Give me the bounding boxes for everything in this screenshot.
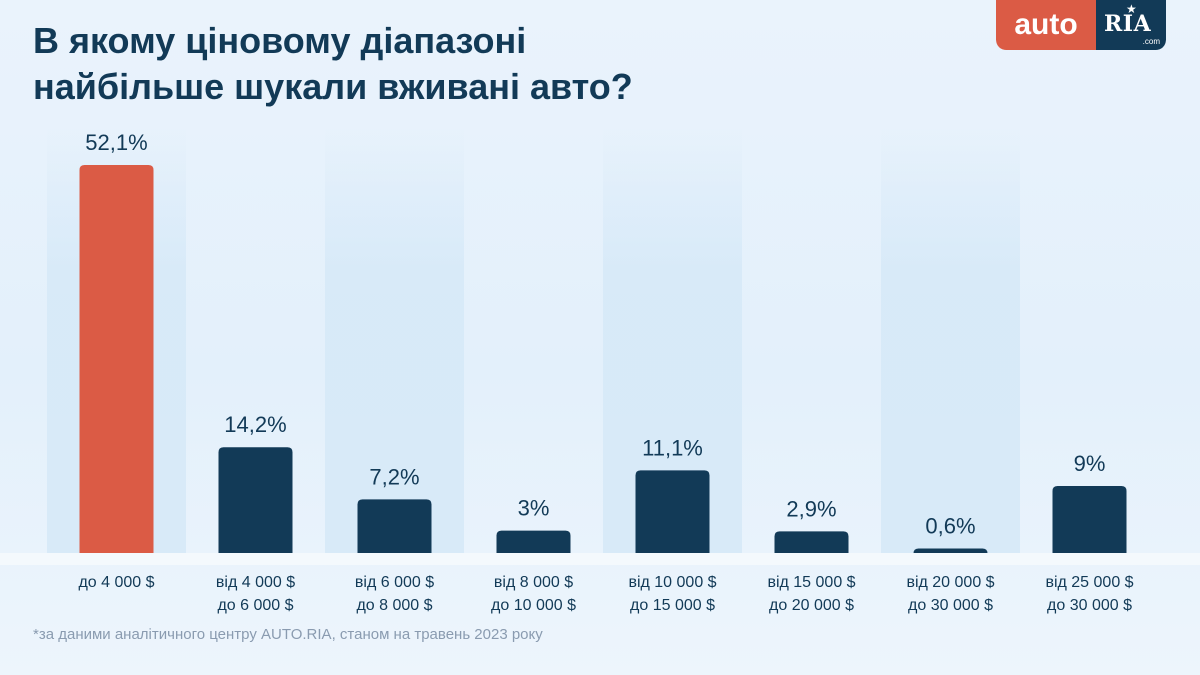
category-label-4-line-1: від 8 000 $ [494,574,573,591]
bar-5 [635,470,710,553]
category-label-6-line-1: від 15 000 $ [767,574,855,591]
category-label-8-line-2: до 30 000 $ [1047,597,1132,614]
category-label-3-line-1: від 6 000 $ [355,574,434,591]
logo-star-icon: ★ [1126,2,1137,16]
value-label-5: 11,1% [642,435,703,460]
bar-2 [218,447,293,553]
autoria-logo[interactable]: auto ★ RIA .com [996,0,1166,50]
category-label-3-line-2: до 8 000 $ [356,597,432,614]
category-label-6-line-2: до 20 000 $ [769,597,854,614]
title-line-1: В якому ціновому діапазоні [33,20,527,61]
title-line-2: найбільше шукали вживані авто? [33,66,633,107]
category-label-5-line-2: до 15 000 $ [630,597,715,614]
category-label-2-line-1: від 4 000 $ [216,574,295,591]
bar-3 [357,499,432,553]
logo-ria-part: ★ RIA .com [1096,0,1166,50]
source-footnote: *за даними аналітичного центру AUTO.RIA,… [33,626,543,643]
bar-4 [496,530,571,553]
logo-auto-part: auto [996,0,1096,50]
category-label-7-line-1: від 20 000 $ [906,574,994,591]
category-label-4-line-2: до 10 000 $ [491,597,576,614]
value-label-1: 52,1% [85,130,147,155]
bar-7 [913,548,988,554]
column-band-7 [881,128,1020,553]
value-label-2: 14,2% [224,412,286,437]
value-label-4: 3% [518,496,550,521]
category-label-2-line-2: до 6 000 $ [217,597,293,614]
bar-8 [1052,485,1127,553]
logo-com-text: .com [1142,37,1160,46]
logo-ria-text: RIA [1104,11,1152,37]
category-label-1-line-1: до 4 000 $ [78,574,154,591]
category-label-7-line-2: до 30 000 $ [908,597,993,614]
page-title: В якому ціновому діапазоні найбільше шук… [33,18,633,110]
bar-6 [774,531,849,553]
chart-baseline [0,553,1200,565]
category-label-8-line-1: від 25 000 $ [1045,574,1133,591]
value-label-6: 2,9% [786,496,836,521]
value-label-8: 9% [1074,451,1106,476]
category-label-5-line-1: від 10 000 $ [628,574,716,591]
column-band-3 [325,128,464,553]
bar-1 [79,165,154,553]
value-label-3: 7,2% [369,464,419,489]
value-label-7: 0,6% [925,514,975,539]
